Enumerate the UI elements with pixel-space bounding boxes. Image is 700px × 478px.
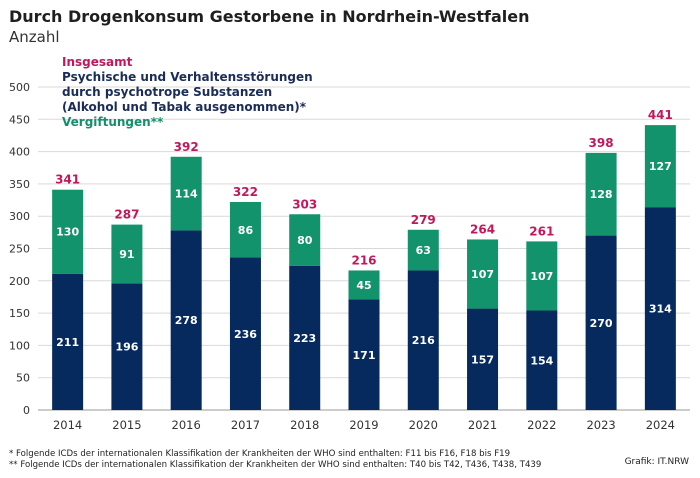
data-label-vergiftungen: 130 — [56, 226, 79, 239]
data-label-total: 279 — [411, 213, 436, 227]
x-tick-label: 2022 — [527, 418, 556, 432]
bar-segment-vergiftungen — [644, 125, 676, 208]
stacked-bar-chart: 0 50 100 150 200 250 300 350 400 450 500 211 130 341 2… — [9, 81, 690, 432]
bar-segment-vergiftungen — [467, 239, 499, 309]
bar-segment-psy — [644, 207, 676, 410]
source-credit: Grafik: IT.NRW — [624, 457, 689, 467]
data-label-total: 341 — [55, 173, 80, 187]
x-tick-label: 2019 — [349, 418, 378, 432]
x-tick-label: 2014 — [53, 418, 82, 432]
x-tick-label: 2016 — [172, 418, 201, 432]
x-tick-label: 2021 — [468, 418, 497, 432]
data-label-psy: 196 — [115, 341, 138, 354]
y-tick-label: 250 — [9, 243, 30, 256]
legend-vergiftungen: Vergiftungen** — [62, 115, 164, 129]
data-label-psy: 211 — [56, 336, 79, 349]
footnote-2: ** Folgende ICDs der internationalen Kla… — [9, 460, 542, 470]
data-label-vergiftungen: 45 — [356, 279, 371, 292]
x-tick-label: 2024 — [646, 418, 675, 432]
data-label-total: 398 — [589, 136, 614, 150]
data-label-vergiftungen: 107 — [471, 268, 494, 281]
data-label-total: 441 — [648, 108, 673, 122]
data-label-psy: 216 — [412, 334, 435, 347]
data-label-psy: 236 — [234, 328, 257, 341]
data-label-total: 261 — [529, 224, 554, 238]
data-label-vergiftungen: 86 — [238, 224, 254, 237]
bar-segment-vergiftungen — [111, 224, 143, 284]
x-tick-label: 2023 — [586, 418, 615, 432]
bar-segment-psy — [170, 230, 202, 410]
x-tick-label: 2015 — [112, 418, 141, 432]
data-label-psy: 270 — [590, 317, 613, 330]
y-tick-label: 50 — [16, 372, 30, 385]
bar-segment-vergiftungen — [585, 152, 617, 236]
data-label-total: 303 — [292, 197, 317, 211]
data-label-total: 264 — [470, 222, 495, 236]
bar-segment-psy — [467, 308, 499, 410]
bar-segment-vergiftungen — [407, 229, 439, 271]
y-tick-label: 350 — [9, 178, 30, 191]
data-label-psy: 314 — [649, 303, 672, 316]
bar-segment-vergiftungen — [229, 201, 261, 258]
data-label-vergiftungen: 128 — [590, 188, 613, 201]
bar-segment-psy — [526, 310, 558, 410]
x-tick-label: 2020 — [409, 418, 438, 432]
y-tick-label: 500 — [9, 81, 30, 94]
data-label-psy: 278 — [175, 314, 198, 327]
data-label-psy: 154 — [530, 354, 553, 367]
chart-subtitle: Anzahl — [9, 28, 60, 46]
data-label-psy: 157 — [471, 353, 494, 366]
bar-segment-psy — [289, 265, 321, 410]
y-tick-label: 400 — [9, 146, 30, 159]
bar-segment-vergiftungen — [526, 241, 558, 311]
x-tick-label: 2017 — [231, 418, 260, 432]
y-tick-label: 450 — [9, 113, 30, 126]
data-label-total: 216 — [351, 253, 376, 267]
data-label-vergiftungen: 91 — [119, 248, 134, 261]
data-label-vergiftungen: 107 — [530, 270, 553, 283]
bar-segment-psy — [52, 273, 84, 410]
chart-title: Durch Drogenkonsum Gestorbene in Nordrhe… — [9, 7, 530, 26]
data-label-psy: 171 — [353, 349, 376, 362]
bar-segment-vergiftungen — [170, 156, 202, 231]
y-tick-label: 300 — [9, 210, 30, 223]
data-label-total: 392 — [174, 140, 199, 154]
bar-segment-psy — [111, 283, 143, 410]
data-label-psy: 223 — [293, 332, 316, 345]
data-label-vergiftungen: 63 — [416, 244, 431, 257]
y-tick-label: 100 — [9, 339, 30, 352]
bar-segment-vergiftungen — [52, 189, 84, 274]
bar-segment-psy — [348, 299, 380, 410]
legend-psy-line1: Psychische und Verhaltensstörungen — [62, 70, 313, 84]
data-label-vergiftungen: 80 — [297, 234, 313, 247]
bar-segment-psy — [407, 270, 439, 410]
legend-total: Insgesamt — [62, 55, 133, 69]
data-label-total: 322 — [233, 185, 258, 199]
legend: Insgesamt Psychische und Verhaltensstöru… — [62, 55, 313, 130]
bar-segment-psy — [585, 235, 617, 410]
y-tick-label: 150 — [9, 307, 30, 320]
y-tick-label: 0 — [23, 404, 30, 417]
bar-segment-vergiftungen — [289, 214, 321, 266]
data-label-vergiftungen: 114 — [175, 188, 198, 201]
data-label-vergiftungen: 127 — [649, 160, 672, 173]
bar-segment-psy — [229, 257, 261, 410]
data-label-total: 287 — [114, 208, 139, 222]
legend-psy-line2: durch psychotrope Substanzen — [62, 85, 273, 99]
footnote-1: * Folgende ICDs der internationalen Klas… — [9, 449, 511, 459]
bar-segment-vergiftungen — [348, 270, 380, 300]
x-tick-label: 2018 — [290, 418, 319, 432]
legend-psy-line3: (Alkohol und Tabak ausgenommen)* — [62, 100, 307, 114]
y-tick-label: 200 — [9, 275, 30, 288]
